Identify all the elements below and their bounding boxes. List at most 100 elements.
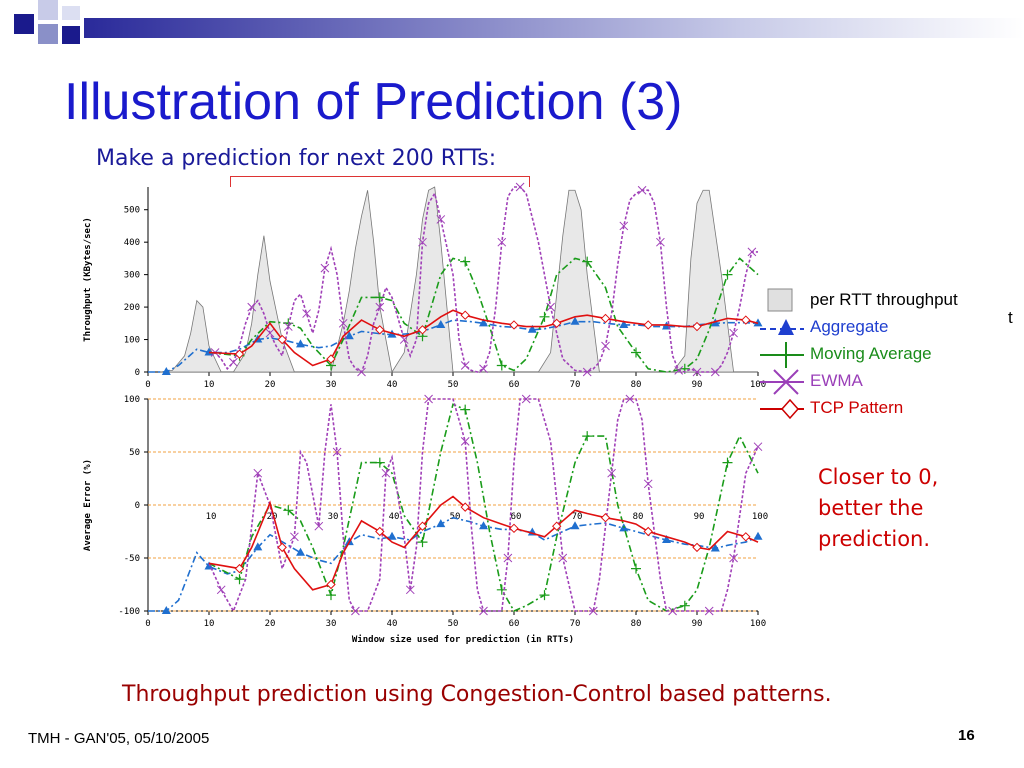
ewma-marker [729, 328, 738, 338]
tcp-pattern-marker [460, 502, 470, 512]
x-tick-label: 0 [145, 619, 150, 629]
ewma-marker [479, 606, 488, 616]
aggregate-marker [479, 318, 488, 327]
tcp-pattern-marker [234, 349, 245, 359]
moving-average-marker [582, 431, 593, 442]
ewma-marker [332, 447, 342, 457]
legend-item-ewma: EWMA [760, 369, 1020, 395]
ewma-marker [265, 328, 275, 338]
tcp-pattern-marker [375, 325, 385, 335]
inner-x-tick-label: 10 [206, 512, 217, 522]
tcp-pattern-marker [417, 521, 428, 531]
aggregate-marker [570, 316, 580, 325]
aggregate-marker [387, 531, 397, 540]
inner-x-tick-label: 100 [752, 512, 768, 522]
ewma-marker [625, 394, 635, 404]
tcp-pattern-marker [551, 521, 562, 531]
tcp-pattern-line [208, 495, 759, 591]
ewma-marker [418, 237, 427, 247]
aggregate-marker [344, 331, 354, 340]
tcp-pattern-marker [326, 579, 336, 590]
ewma-marker [643, 479, 653, 489]
ewma-marker [405, 585, 415, 595]
moving-average-line [208, 403, 759, 613]
ewma-marker [253, 468, 263, 478]
ewma-marker [381, 468, 391, 478]
tcp-pattern-marker [509, 523, 519, 534]
x-tick-label: 50 [448, 619, 459, 629]
tcp-pattern-marker [277, 542, 287, 553]
aggregate-marker [662, 534, 671, 543]
y-tick-label: 400 [124, 238, 140, 248]
ewma-marker [479, 364, 488, 374]
y-tick-label: 0 [135, 368, 140, 378]
slide-caption: Throughput prediction using Congestion-C… [122, 682, 832, 707]
tcp-pattern-marker [600, 313, 611, 324]
ewma-marker [588, 606, 598, 616]
throughput-box-icon [760, 288, 804, 314]
page-number: 16 [958, 727, 975, 744]
aggregate-marker [296, 547, 305, 556]
footer-text: TMH - GAN'05, 05/10/2005 [28, 730, 210, 747]
x-tick-label: 40 [387, 619, 398, 629]
aggregate-marker [161, 367, 171, 375]
ewma-marker [375, 302, 385, 312]
ewma-marker [229, 357, 238, 367]
moving-average-marker [460, 404, 471, 415]
x-axis-label: Window size used for prediction (in RTTs… [352, 634, 574, 645]
x-tick-label: 10 [204, 619, 215, 629]
y-tick-label: 500 [124, 206, 140, 216]
tcp-pattern-marker [460, 310, 470, 320]
tcp-pattern-marker [551, 318, 562, 329]
moving-average-marker [460, 256, 471, 267]
x-tick-label: 70 [570, 619, 581, 629]
x-tick-label: 40 [387, 380, 398, 390]
ewma-marker [290, 532, 299, 542]
x-tick-label: 80 [631, 380, 642, 390]
ewma-marker [503, 553, 513, 563]
aggregate-marker [570, 521, 580, 530]
moving-average-marker [679, 600, 690, 611]
cross-icon [760, 369, 804, 395]
x-tick-label: 0 [145, 380, 150, 390]
tcp-pattern-marker [326, 354, 336, 364]
aggregate-marker [204, 561, 214, 570]
y-tick-label: 100 [124, 395, 140, 405]
aggregate-marker [619, 319, 629, 328]
ewma-marker [558, 553, 568, 563]
ewma-marker [247, 302, 257, 312]
x-tick-label: 30 [326, 619, 337, 629]
x-tick-label: 80 [631, 619, 642, 629]
tcp-pattern-marker [692, 321, 702, 332]
aggregate-line [148, 516, 759, 612]
slide-title: Illustration of Prediction (3) [64, 73, 683, 131]
ewma-marker [351, 606, 360, 616]
tcp-pattern-marker [234, 563, 245, 574]
inner-x-tick-label: 80 [633, 512, 644, 522]
tcp-pattern-line [208, 309, 759, 367]
moving-average-marker [496, 584, 507, 595]
throughput-chart: 0 100 200 300 400 500 0 10 20 30 40 50 60 70 80 90 100 Th… [83, 182, 766, 390]
ewma-marker [399, 335, 409, 344]
aggregate-marker [436, 519, 446, 528]
aggregate-marker [436, 319, 446, 328]
ewma-marker [521, 394, 531, 404]
legend-label: EWMA [810, 371, 863, 390]
x-tick-label: 100 [750, 619, 766, 629]
moving-average-marker [631, 563, 641, 574]
ewma-marker [729, 553, 738, 563]
inner-x-tick-label: 30 [328, 512, 339, 522]
aggregate-marker [710, 543, 720, 552]
x-tick-label: 90 [692, 619, 703, 629]
slide-subtitle: Make a prediction for next 200 RTTs: [96, 146, 497, 171]
ewma-marker [436, 215, 446, 224]
x-tick-label: 20 [265, 619, 276, 629]
moving-average-marker [374, 292, 385, 303]
legend-item-aggregate: Aggregate [760, 315, 1020, 341]
ewma-marker [747, 247, 757, 257]
moving-average-marker [234, 574, 245, 585]
ewma-marker [460, 437, 470, 446]
x-tick-label: 60 [509, 619, 520, 629]
y-axis-label: Average Error (%) [83, 459, 93, 551]
